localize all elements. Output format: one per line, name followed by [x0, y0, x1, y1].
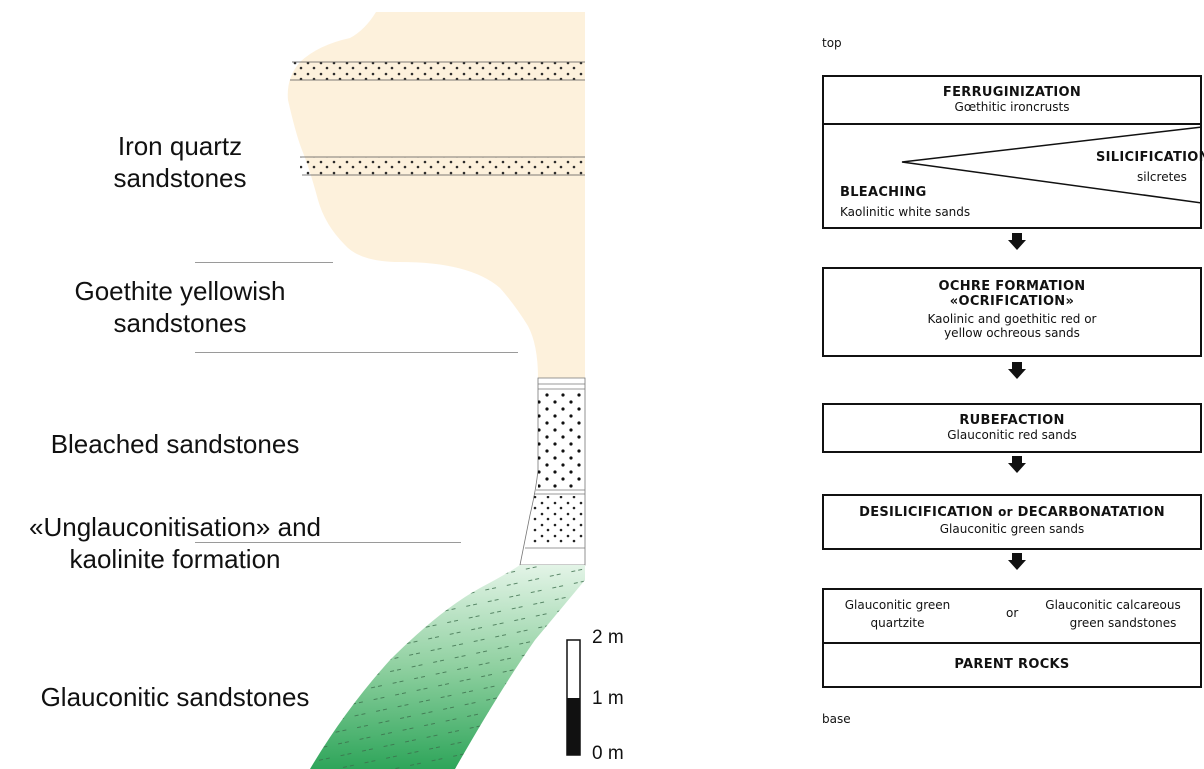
box-parent-variants: Glauconitic green quartzite or Glauconit…: [822, 588, 1202, 644]
box-ochre-formation: OCHRE FORMATION «OCRIFICATION» Kaolinic …: [822, 267, 1202, 357]
flow-base-label: base: [822, 712, 851, 726]
stratigraphic-column: [287, 12, 586, 769]
flow-arrow: [1008, 362, 1026, 379]
flow-arrow: [1008, 233, 1026, 250]
label-unglauconitisation: «Unglauconitisation» and kaolinite forma…: [29, 512, 321, 574]
desilicification-sub: Glauconitic green sands: [939, 522, 1085, 536]
silcretes-label: silcretes: [1137, 170, 1187, 184]
scale-label-0m: 0 m: [592, 743, 624, 764]
decarbonatation-label: DECARBONATATION: [1017, 505, 1165, 520]
rubefaction-title: RUBEFACTION: [959, 413, 1065, 428]
variant-or: or: [1006, 606, 1019, 620]
ferruginization-title: FERRUGINIZATION: [942, 85, 1082, 100]
variant-right-1: Glauconitic calcareous: [1045, 598, 1181, 612]
variant-left-2: quartzite: [870, 616, 925, 630]
ochre-sub-2: yellow ochreous sands: [944, 326, 1080, 340]
silicification-wedge: [901, 126, 1200, 204]
parent-rocks-title: PARENT ROCKS: [954, 657, 1070, 672]
flow-arrow: [1008, 456, 1026, 473]
bleaching-title: BLEACHING: [840, 185, 927, 200]
ferruginization-sub: Gœthitic ironcrusts: [954, 100, 1070, 114]
variant-left-1: Glauconitic green: [844, 598, 951, 612]
desilicification-title: DESILICIFICATION or DECARBONATATION: [824, 505, 1200, 520]
separator-line: [195, 262, 333, 263]
label-bleached-sandstones: Bleached sandstones: [50, 429, 300, 459]
box-parent-rocks: PARENT ROCKS: [822, 642, 1202, 688]
box-ferruginization: FERRUGINIZATION Gœthitic ironcrusts: [822, 75, 1202, 125]
ochre-title-2: «OCRIFICATION»: [949, 294, 1075, 309]
box-rubefaction: RUBEFACTION Glauconitic red sands: [822, 403, 1202, 453]
label-goethite-yellowish-sandstones: Goethite yellowish sandstones: [74, 276, 286, 338]
separator-line: [195, 352, 518, 353]
separator-line: [195, 542, 461, 543]
label-glauconitic-sandstones: Glauconitic sandstones: [40, 682, 310, 712]
box-silicification-bleaching: SILICIFICATION silcretes BLEACHING Kaoli…: [822, 123, 1204, 229]
or-label: or: [998, 505, 1013, 519]
flow-arrow: [1008, 553, 1026, 570]
box-desilicification: DESILICIFICATION or DECARBONATATION Glau…: [822, 494, 1202, 550]
label-iron-quartz-sandstones: Iron quartz sandstones: [113, 131, 247, 193]
rubefaction-sub: Glauconitic red sands: [947, 428, 1077, 442]
scale-label-1m: 1 m: [592, 688, 624, 709]
ochre-sub-1: Kaolinic and goethitic red or: [927, 312, 1097, 326]
flow-top-label: top: [822, 36, 842, 50]
ferruginous-body: [287, 12, 585, 378]
ochre-title-1: OCHRE FORMATION: [938, 279, 1086, 294]
scale-label-2m: 2 m: [592, 627, 624, 648]
bleaching-sub: Kaolinitic white sands: [840, 205, 971, 219]
silicification-title: SILICIFICATION: [1096, 150, 1204, 165]
desilicification-label: DESILICIFICATION: [859, 505, 994, 520]
variant-right-2: green sandstones: [1069, 616, 1177, 630]
